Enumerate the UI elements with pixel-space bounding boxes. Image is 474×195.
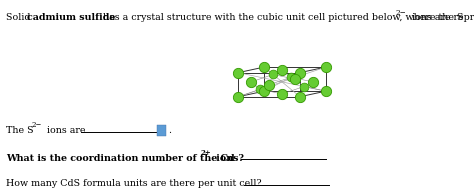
Bar [157, 125, 166, 136]
Point [296, 95, 304, 98]
Text: 2−: 2− [31, 121, 42, 129]
Point [322, 90, 329, 93]
Point [300, 85, 308, 88]
Text: 2+: 2+ [201, 149, 211, 157]
Point [269, 73, 277, 76]
Text: has a crystal structure with the cubic unit cell pictured below, where the S: has a crystal structure with the cubic u… [100, 13, 463, 22]
Text: .: . [168, 126, 171, 135]
Point [322, 66, 329, 69]
Text: ions are represented as green spheres.: ions are represented as green spheres. [409, 13, 474, 22]
Point [260, 66, 268, 69]
Text: What is the coordination number of the Cd: What is the coordination number of the C… [6, 154, 234, 163]
Text: ions are: ions are [44, 126, 85, 135]
Text: How many CdS formula units are there per unit cell?: How many CdS formula units are there per… [6, 179, 261, 188]
Text: ions?: ions? [213, 154, 244, 163]
Text: Solid: Solid [6, 13, 33, 22]
Point [309, 80, 317, 83]
Point [278, 92, 286, 96]
Point [247, 80, 255, 83]
Point [260, 90, 268, 93]
Point [256, 88, 264, 91]
Text: cadmium sulfide: cadmium sulfide [27, 13, 116, 22]
Point [235, 71, 242, 74]
Text: 2−: 2− [396, 9, 407, 17]
Point [296, 71, 304, 74]
Point [291, 78, 299, 81]
Point [287, 76, 295, 79]
Point [265, 83, 273, 86]
Text: The S: The S [6, 126, 33, 135]
Point [235, 95, 242, 98]
Point [278, 68, 286, 71]
